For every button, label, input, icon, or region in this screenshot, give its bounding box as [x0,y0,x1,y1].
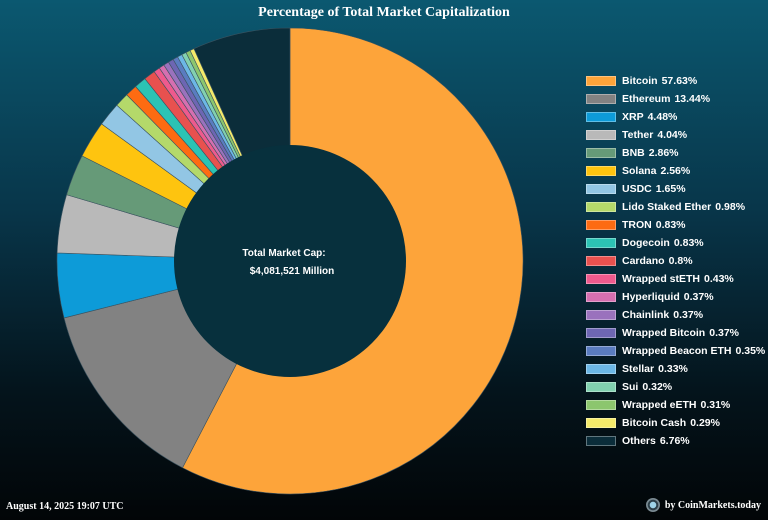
legend-swatch [586,400,616,410]
legend-swatch [586,382,616,392]
legend-percent: 0.98% [715,201,746,213]
legend-name: Wrapped Bitcoin [622,327,706,339]
legend-percent: 0.32% [642,381,673,393]
legend-item[interactable]: Stellar 0.33% [586,360,766,378]
legend-item[interactable]: TRON 0.83% [586,216,766,234]
legend-item[interactable]: USDC 1.65% [586,180,766,198]
legend-swatch [586,184,616,194]
timestamp: August 14, 2025 19:07 UTC [6,501,124,512]
legend-percent: 0.83% [673,237,704,249]
legend-name: Ethereum [622,93,671,105]
legend-swatch [586,310,616,320]
legend-name: Cardano [622,255,665,267]
legend-item[interactable]: Wrapped eETH 0.31% [586,396,766,414]
legend-item[interactable]: Cardano 0.8% [586,252,766,270]
legend-item[interactable]: XRP 4.48% [586,108,766,126]
legend-item[interactable]: Others 6.76% [586,432,766,450]
legend-name: Dogecoin [622,237,670,249]
legend-swatch [586,274,616,284]
legend-name: Bitcoin Cash [622,417,687,429]
legend-percent: 0.29% [690,417,720,429]
legend-swatch [586,166,616,176]
legend-percent: 0.37% [709,327,740,339]
legend-swatch [586,202,616,212]
legend-item[interactable]: Chainlink 0.37% [586,306,766,324]
legend-swatch [586,112,616,122]
chart-title: Percentage of Total Market Capitalizatio… [258,5,510,20]
legend-swatch [586,418,616,428]
legend-swatch [586,130,616,140]
legend-item[interactable]: Bitcoin Cash 0.29% [586,414,766,432]
legend-name: BNB [622,147,645,159]
legend-name: Hyperliquid [622,291,680,303]
legend-name: Chainlink [622,309,670,321]
legend-swatch [586,220,616,230]
legend-percent: 0.37% [673,309,704,321]
legend-swatch [586,328,616,338]
legend-item[interactable]: Tether 4.04% [586,126,766,144]
legend-swatch [586,292,616,302]
legend-item[interactable]: Sui 0.32% [586,378,766,396]
legend-swatch [586,364,616,374]
legend-name: Tether [622,129,654,141]
legend-percent: 0.43% [703,273,734,285]
legend-item[interactable]: Bitcoin 57.63% [586,72,766,90]
legend-percent: 13.44% [674,93,711,105]
legend-name: Sui [622,381,639,393]
legend-item[interactable]: BNB 2.86% [586,144,766,162]
brand-credit[interactable]: by CoinMarkets.today [645,498,761,512]
legend-swatch [586,346,616,356]
legend-name: Lido Staked Ether [622,201,712,213]
legend-name: Wrapped eETH [622,399,697,411]
legend-swatch [586,148,616,158]
center-value: $4,081,521 Million [250,266,335,277]
legend-percent: 0.83% [655,219,686,231]
donut-hole [174,145,406,377]
legend-name: Wrapped Beacon ETH [622,345,732,357]
legend-percent: 0.31% [700,399,731,411]
legend-item[interactable]: Dogecoin 0.83% [586,234,766,252]
legend-percent: 4.04% [657,129,688,141]
legend-name: TRON [622,219,652,231]
center-label: Total Market Cap: [242,248,325,259]
legend-name: Solana [622,165,657,177]
legend-item[interactable]: Wrapped Beacon ETH 0.35% [586,342,766,360]
legend-item[interactable]: Wrapped stETH 0.43% [586,270,766,288]
legend-item[interactable]: Ethereum 13.44% [586,90,766,108]
legend-swatch [586,94,616,104]
legend-percent: 0.37% [683,291,714,303]
brand-text: by CoinMarkets.today [664,499,761,511]
legend-percent: 2.86% [648,147,679,159]
coinmarkets-logo-icon [645,498,660,512]
legend-percent: 0.35% [735,345,766,357]
legend-name: XRP [622,111,644,123]
legend-name: Stellar [622,363,655,375]
legend-name: Others [622,435,656,447]
legend-item[interactable]: Lido Staked Ether 0.98% [586,198,766,216]
legend-item[interactable]: Solana 2.56% [586,162,766,180]
legend-name: Wrapped stETH [622,273,700,285]
chart-legend: Bitcoin 57.63% Ethereum 13.44% XRP 4.48% Tethe… [586,72,766,450]
legend-swatch [586,436,616,446]
legend-swatch [586,256,616,266]
legend-percent: 1.65% [655,183,686,195]
legend-name: Bitcoin [622,75,658,87]
legend-percent: 6.76% [659,435,690,447]
legend-percent: 2.56% [660,165,691,177]
legend-swatch [586,76,616,86]
legend-name: USDC [622,183,652,195]
legend-item[interactable]: Hyperliquid 0.37% [586,288,766,306]
legend-swatch [586,238,616,248]
legend-percent: 57.63% [661,75,698,87]
legend-percent: 0.8% [668,255,693,267]
legend-percent: 0.33% [658,363,688,375]
legend-item[interactable]: Wrapped Bitcoin 0.37% [586,324,766,342]
legend-percent: 4.48% [647,111,678,123]
